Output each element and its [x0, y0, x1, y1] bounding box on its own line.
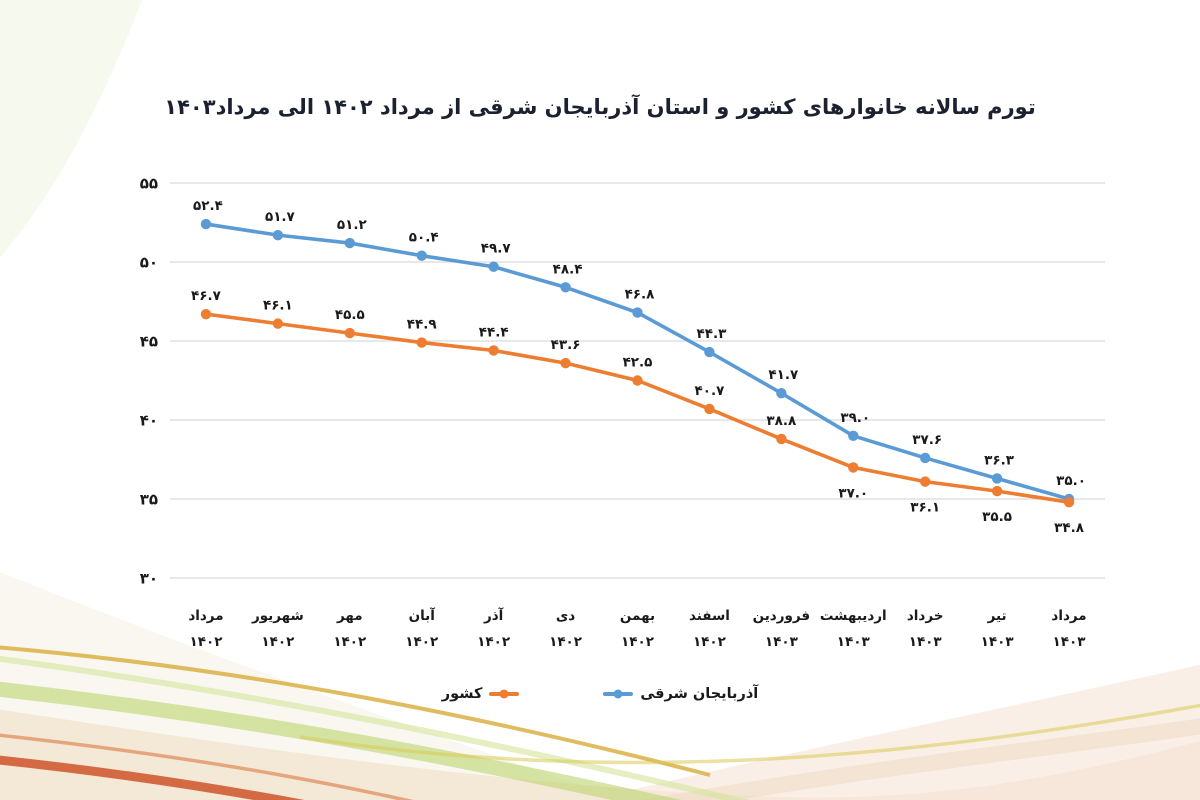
data-point-marker	[416, 337, 427, 348]
data-point-marker	[344, 237, 356, 249]
data-point-label: ۴۶.۷	[191, 288, 222, 304]
legend-country-label: کشور	[441, 686, 483, 702]
data-point-label: ۴۹.۷	[481, 241, 512, 257]
data-point-label: ۴۱.۷	[768, 367, 799, 383]
data-point-label: ۵۲.۴	[193, 198, 223, 214]
x-tick-year-label: ۱۴۰۲	[549, 634, 583, 650]
x-tick-month-label: شهریور	[251, 608, 304, 624]
x-tick-month-label: اردیبهشت	[820, 608, 887, 624]
data-point-label: ۵۱.۷	[265, 209, 296, 225]
x-tick-month-label: مهر	[336, 608, 363, 624]
data-point-marker	[416, 250, 427, 261]
data-point-label: ۵۱.۲	[337, 217, 368, 233]
data-point-marker	[344, 327, 356, 339]
x-tick-month-label: اسفند	[689, 608, 730, 624]
chart-title: تورم سالانه خانوارهای کشور و استان آذربا…	[164, 95, 1036, 119]
x-tick-year-label: ۱۴۰۳	[765, 634, 799, 650]
data-point-label: ۳۹.۰	[840, 410, 870, 426]
data-point-label: ۳۸.۸	[766, 413, 797, 429]
y-tick-label: ۵۰	[140, 254, 158, 272]
data-point-label: ۳۶.۳	[984, 452, 1015, 468]
data-point-marker	[272, 229, 284, 241]
y-tick-label: ۳۵	[140, 491, 158, 509]
data-point-marker	[560, 357, 571, 369]
data-point-label: ۴۴.۹	[407, 317, 437, 333]
data-point-marker	[560, 282, 571, 293]
x-tick-month-label: آذر	[483, 607, 504, 624]
legend-province-marker-dot	[613, 689, 623, 699]
x-tick-year-label: ۱۴۰۲	[189, 634, 223, 650]
x-tick-month-label: خرداد	[907, 608, 944, 624]
data-point-label: ۳۷.۶	[912, 432, 942, 448]
data-point-label: ۳۴.۸	[1054, 520, 1085, 536]
data-point-marker	[632, 307, 643, 318]
data-point-label: ۴۰.۷	[694, 383, 725, 399]
x-tick-month-label: مرداد	[188, 608, 223, 624]
data-point-label: ۴۶.۱	[263, 298, 293, 314]
legend-item-province: آذربایجان شرقی	[603, 686, 758, 702]
x-tick-year-label: ۱۴۰۳	[981, 634, 1015, 650]
legend-country-marker	[489, 689, 520, 699]
x-tick-year-label: ۱۴۰۳	[1053, 634, 1087, 650]
x-tick-month-label: مرداد	[1051, 608, 1086, 624]
x-tick-year-label: ۱۴۰۳	[837, 634, 871, 650]
chart-legend: کشور آذربایجان شرقی	[0, 686, 1200, 702]
data-point-label: ۳۵.۵	[982, 509, 1012, 525]
data-point-marker	[776, 387, 787, 399]
data-point-marker	[704, 346, 715, 358]
x-tick-month-label: دی	[556, 608, 575, 624]
data-point-label: ۴۳.۶	[551, 337, 581, 353]
x-tick-year-label: ۱۴۰۲	[693, 634, 727, 650]
data-point-marker	[919, 476, 931, 487]
data-point-marker	[848, 430, 859, 441]
data-point-label: ۴۴.۴	[479, 324, 509, 340]
data-point-marker	[488, 345, 499, 356]
y-tick-label: ۴۵	[140, 333, 158, 351]
x-tick-month-label: تیر	[987, 608, 1007, 624]
legend-province-marker	[603, 689, 634, 699]
legend-item-country: کشور	[442, 686, 520, 702]
data-point-label: ۴۲.۵	[623, 355, 653, 371]
data-point-label: ۳۵.۰	[1056, 473, 1086, 489]
data-point-marker	[200, 218, 212, 230]
y-tick-label: ۵۵	[140, 175, 158, 193]
x-tick-year-label: ۱۴۰۲	[405, 634, 439, 650]
data-point-label: ۴۶.۸	[625, 287, 656, 303]
data-point-marker	[704, 403, 715, 415]
series-line	[204, 312, 1071, 504]
x-tick-year-label: ۱۴۰۲	[261, 634, 295, 650]
x-tick-year-label: ۱۴۰۲	[621, 634, 655, 650]
legend-province-label: آذربایجان شرقی	[640, 686, 759, 702]
x-tick-year-label: ۱۴۰۳	[909, 634, 943, 650]
x-tick-month-label: بهمن	[620, 608, 655, 624]
legend-country-marker-dot	[499, 689, 509, 699]
y-tick-label: ۴۰	[140, 412, 158, 430]
data-point-label: ۴۸.۴	[553, 261, 583, 277]
x-tick-month-label: فروردین	[753, 608, 811, 624]
data-point-marker	[200, 308, 212, 320]
data-point-marker	[632, 375, 643, 386]
data-point-label: ۴۵.۵	[335, 307, 365, 323]
data-point-label: ۴۴.۳	[696, 326, 727, 342]
y-tick-label: ۳۰	[140, 570, 158, 588]
data-point-marker	[991, 473, 1003, 484]
data-point-label: ۳۶.۱	[910, 500, 940, 516]
data-point-marker	[776, 433, 787, 445]
data-point-marker	[272, 318, 284, 329]
x-tick-year-label: ۱۴۰۲	[477, 634, 511, 650]
x-tick-year-label: ۱۴۰۲	[333, 634, 367, 650]
data-point-marker	[848, 462, 859, 473]
data-point-label: ۳۷.۰	[838, 485, 868, 501]
data-point-marker	[488, 261, 499, 272]
data-point-marker	[1063, 496, 1075, 508]
x-tick-month-label: آبان	[409, 607, 436, 624]
data-point-label: ۵۰.۴	[409, 230, 439, 246]
data-point-marker	[991, 485, 1003, 497]
data-point-marker	[919, 452, 931, 464]
